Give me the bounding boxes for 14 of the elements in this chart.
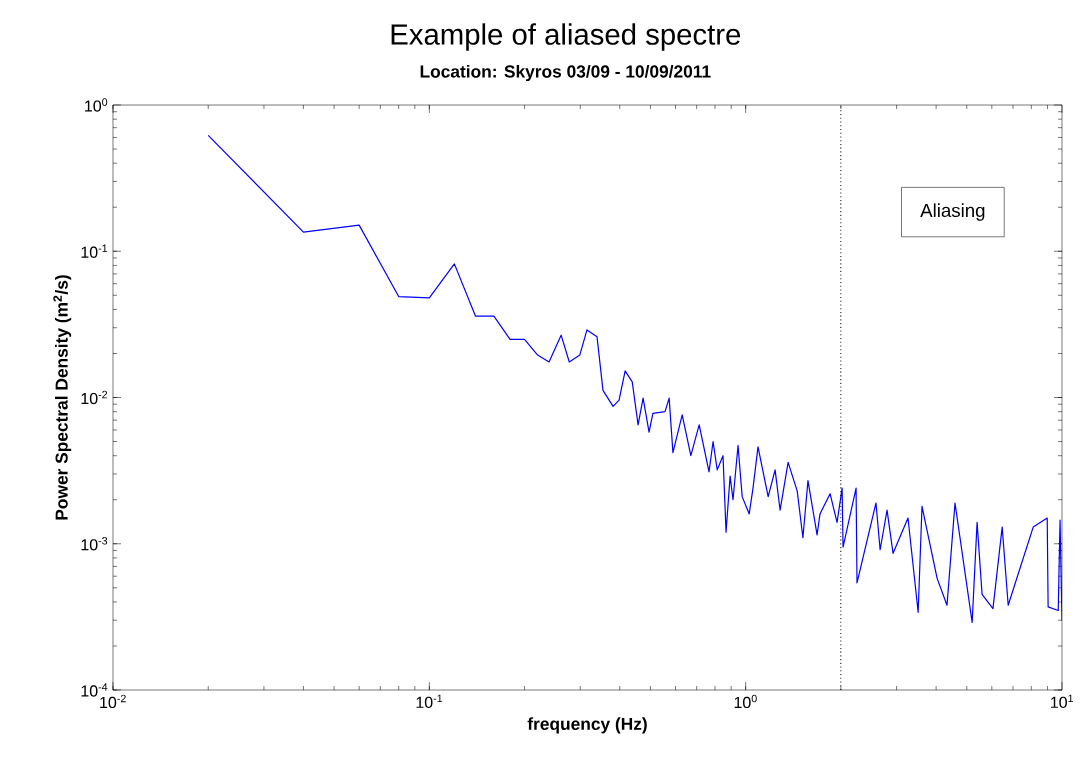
y-tick-label: 10$^{-4}$	[81, 683, 108, 697]
x-axis-title: frequency (Hz)	[527, 717, 647, 734]
y-tick-label: 10$^{-1}$	[81, 244, 108, 258]
y-tick-label: 10$^{0}$	[85, 98, 108, 112]
x-tick-label: 10$^{-2}$	[100, 694, 126, 709]
chart-subtitle: Location: Skyros 03/09 - 10/09/2011	[420, 64, 711, 82]
y-axis-title: Power Spectral Density (m$^{2}$/s)	[53, 275, 72, 520]
x-tick-label: 10$^{0}$	[734, 694, 757, 709]
x-tick-label: 10$^{-1}$	[416, 694, 443, 709]
chart-title: Example of aliased spectre	[391, 23, 741, 51]
annotation: Aliasing	[920, 203, 985, 221]
x-tick-label: 10$^{1}$	[1051, 694, 1074, 709]
y-tick-label: 10$^{-2}$	[81, 390, 108, 405]
y-tick-label: 10$^{-3}$	[81, 537, 108, 551]
